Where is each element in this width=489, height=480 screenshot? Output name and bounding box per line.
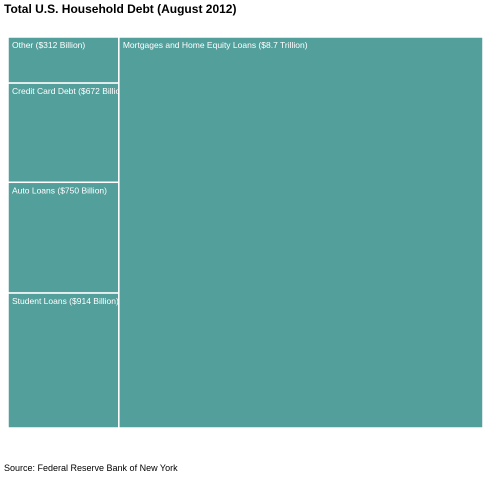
treemap-tile-credit-card-debt [7,82,120,184]
source-note: Source: Federal Reserve Bank of New York [4,463,178,473]
treemap-label-credit-card-debt: Credit Card Debt ($672 Billion) [12,86,128,96]
treemap-label-mortgages-and-home-equity-loans: Mortgages and Home Equity Loans ($8.7 Tr… [123,40,308,50]
treemap-label-auto-loans: Auto Loans ($750 Billion) [12,185,107,195]
treemap-tile-student-loans [7,292,120,429]
treemap-tile-auto-loans [7,181,120,294]
treemap-chart: Other ($312 Billion) Credit Card Debt ($6… [7,36,484,429]
chart-title: Total U.S. Household Debt (August 2012) [4,2,237,16]
treemap-label-other: Other ($312 Billion) [12,40,85,50]
treemap-tile-mortgages-and-home-equity-loans [118,36,484,429]
treemap-label-student-loans: Student Loans ($914 Billion) [12,296,119,306]
